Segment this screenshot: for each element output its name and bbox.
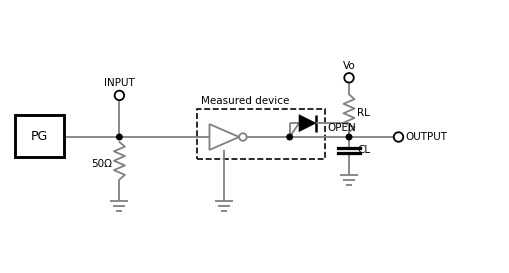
Circle shape [115,91,124,100]
Text: RL: RL [357,108,370,118]
Text: 50Ω: 50Ω [92,159,112,169]
Text: Measured device: Measured device [201,96,290,106]
Circle shape [117,134,122,140]
Text: INPUT: INPUT [104,79,135,88]
Text: CL: CL [357,145,370,155]
Text: OPEN: OPEN [327,123,356,133]
Circle shape [287,134,292,140]
Bar [15,115,64,157]
Text: OUTPUT: OUTPUT [405,132,447,142]
Circle shape [346,134,352,140]
Text: Vo: Vo [343,61,355,71]
Circle shape [239,133,247,141]
Circle shape [394,132,403,142]
Polygon shape [299,115,316,132]
Text: PG: PG [31,129,48,143]
Bar [196,109,325,159]
Circle shape [344,73,354,82]
